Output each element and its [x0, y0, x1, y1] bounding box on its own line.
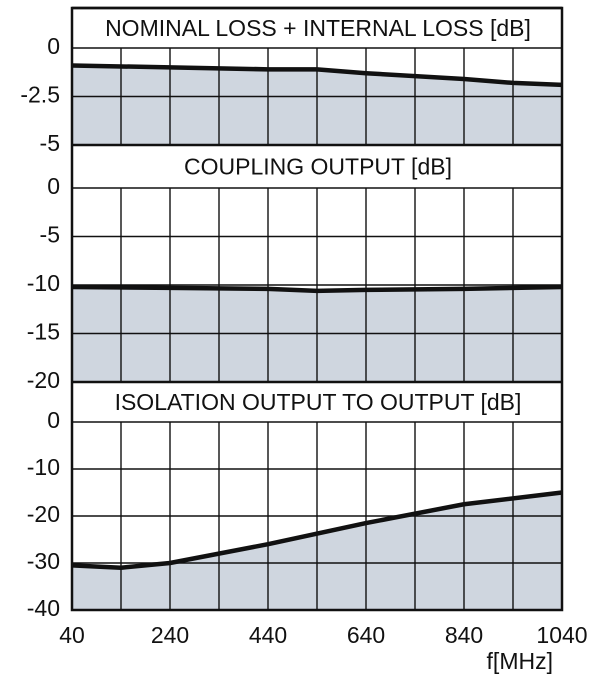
x-tick-label: 640 — [347, 622, 385, 648]
y-tick-label: 0 — [47, 173, 60, 199]
y-tick-label: -30 — [27, 548, 60, 574]
y-tick-label: -15 — [27, 319, 60, 345]
data-line — [71, 284, 563, 294]
y-tick-label: -20 — [27, 367, 60, 393]
y-tick-label: -40 — [27, 595, 60, 621]
y-tick-label: -5 — [40, 222, 60, 248]
y-tick-label: -10 — [27, 454, 60, 480]
y-tick-label: -2.5 — [20, 82, 60, 108]
data-line — [71, 63, 563, 88]
y-tick-label: -10 — [27, 270, 60, 296]
frame — [70, 6, 564, 612]
x-tick-label: 1040 — [536, 622, 587, 648]
x-tick-label: 440 — [249, 622, 287, 648]
panel-title: COUPLING OUTPUT [dB] — [184, 154, 452, 180]
panel-title: NOMINAL LOSS + INTERNAL LOSS [dB] — [105, 15, 531, 41]
x-tick-label: 840 — [445, 622, 483, 648]
y-tick-label: -5 — [40, 130, 60, 156]
x-tick-label: 240 — [151, 622, 189, 648]
x-axis-label: f[MHz] — [487, 648, 553, 674]
data-line — [71, 490, 563, 570]
y-tick-label: -20 — [27, 501, 60, 527]
x-tick-label: 40 — [59, 622, 85, 648]
panel-title: ISOLATION OUTPUT TO OUTPUT [dB] — [115, 389, 522, 415]
y-tick-label: 0 — [47, 33, 60, 59]
y-tick-label: 0 — [47, 407, 60, 433]
